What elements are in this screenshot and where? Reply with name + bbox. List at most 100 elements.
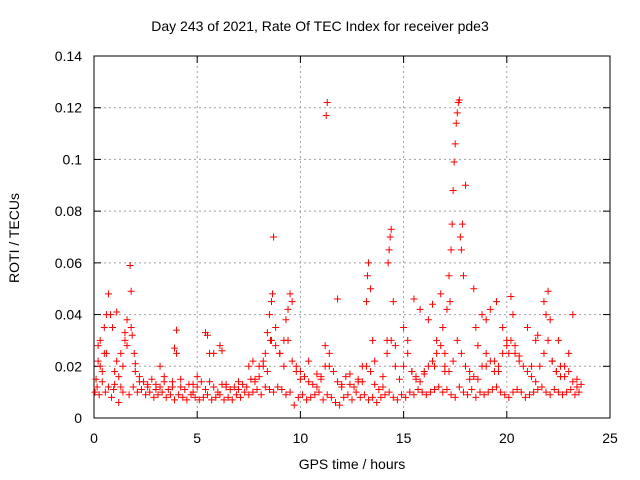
data-point [249, 388, 257, 396]
data-point [113, 357, 121, 365]
data-point [319, 396, 327, 404]
data-point [329, 367, 337, 375]
data-point [448, 220, 456, 228]
data-point [441, 367, 449, 375]
data-point [472, 393, 480, 401]
data-point [424, 316, 432, 324]
data-point [123, 316, 131, 324]
data-point [179, 393, 187, 401]
data-point [542, 311, 550, 319]
y-tick-label: 0.1 [63, 151, 83, 167]
data-point [199, 393, 207, 401]
data-point [373, 398, 381, 406]
data-point [154, 391, 162, 399]
data-point [181, 386, 189, 394]
data-point [424, 362, 432, 370]
data-point [102, 311, 110, 319]
data-point [245, 362, 253, 370]
data-point [490, 357, 498, 365]
data-point [439, 388, 447, 396]
data-point [459, 388, 467, 396]
data-point [499, 324, 507, 331]
data-point [540, 298, 548, 306]
data-point [270, 233, 278, 241]
data-point [94, 357, 102, 365]
data-point [228, 396, 236, 404]
data-point [208, 396, 216, 404]
data-point [435, 383, 443, 391]
data-point [298, 391, 306, 399]
grid-lines [94, 56, 610, 418]
data-point [204, 391, 212, 399]
data-point [162, 393, 170, 401]
data-point [519, 362, 527, 370]
data-point [255, 373, 263, 381]
data-point [195, 396, 203, 404]
data-point [237, 393, 245, 401]
data-point [197, 378, 205, 386]
data-point [536, 362, 544, 370]
data-point [220, 396, 228, 404]
data-point [325, 349, 333, 357]
data-point [383, 349, 391, 357]
data-point [532, 378, 540, 386]
data-point [386, 233, 394, 241]
data-point [451, 393, 459, 401]
data-point [270, 388, 278, 396]
data-point [367, 285, 375, 293]
data-point [528, 373, 536, 381]
data-point [450, 158, 458, 166]
data-point [282, 316, 290, 324]
data-point [412, 375, 420, 383]
data-point [482, 316, 490, 324]
data-point [348, 396, 356, 404]
data-point [126, 261, 134, 269]
data-point [523, 324, 531, 331]
x-tick-label: 0 [90, 430, 98, 446]
y-tick-label: 0.02 [55, 358, 82, 374]
data-point [472, 324, 480, 331]
data-point [100, 324, 108, 331]
data-point [272, 342, 280, 350]
data-point [232, 391, 240, 399]
y-tick-label: 0.14 [55, 48, 82, 64]
data-point [526, 391, 534, 399]
data-point [457, 349, 465, 357]
data-point [173, 326, 181, 334]
data-points [91, 96, 585, 409]
data-point [470, 373, 478, 381]
data-point [249, 357, 257, 365]
data-point [369, 393, 377, 401]
data-point [462, 181, 470, 189]
data-point [546, 316, 554, 324]
data-point [331, 398, 339, 406]
data-point [98, 378, 106, 386]
data-point [383, 336, 391, 344]
data-point [406, 388, 414, 396]
data-point [387, 225, 395, 233]
data-point [416, 305, 424, 313]
data-point [189, 380, 197, 388]
data-point [422, 391, 430, 399]
data-point [507, 292, 515, 300]
data-point [453, 336, 461, 344]
data-point [563, 388, 571, 396]
data-point [323, 391, 331, 399]
data-point [437, 342, 445, 350]
data-point [439, 324, 447, 331]
plot-frame [93, 55, 611, 419]
data-point [384, 259, 392, 267]
data-point [115, 373, 123, 381]
data-point [565, 349, 573, 357]
data-point [418, 388, 426, 396]
data-point [164, 386, 172, 394]
data-point [484, 388, 492, 396]
data-point [158, 388, 166, 396]
data-point [404, 349, 412, 357]
data-point [480, 391, 488, 399]
data-point [301, 373, 309, 381]
data-point [482, 362, 490, 370]
data-point [104, 290, 112, 298]
data-point [323, 99, 331, 107]
